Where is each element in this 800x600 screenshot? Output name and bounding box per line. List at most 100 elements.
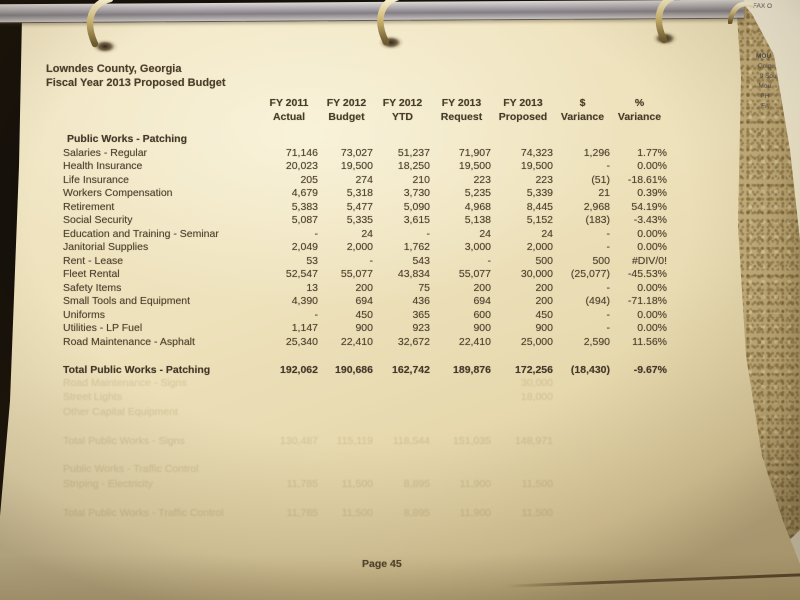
row-label: Utilities - LP Fuel: [63, 322, 143, 334]
cell-value: (51): [591, 173, 610, 186]
ghost-cell-value: [554, 507, 611, 521]
cell-value: 365: [412, 308, 430, 321]
row-label: Retirement: [63, 200, 115, 213]
total-value: 190,686: [335, 364, 373, 376]
cell-value: 450: [355, 308, 373, 321]
ghost-row-label: [46, 492, 259, 506]
cell-value: 19,500: [340, 160, 373, 172]
ghost-cell-value: [259, 391, 319, 405]
cell-value: -: [314, 227, 319, 240]
cell-value: 5,235: [464, 187, 491, 199]
total-value: (18,430): [570, 364, 610, 376]
ghost-row-label: Total Public Works - Traffic Control: [63, 506, 224, 519]
ghost-cell-value: 118,544: [392, 434, 430, 447]
cell-value: 22,410: [458, 335, 491, 348]
ghost-cell-value: 11,500: [521, 506, 553, 519]
cell-value: 1,296: [583, 146, 610, 159]
ghost-cell-value: [259, 406, 319, 420]
binder-ring-icon: [655, 0, 676, 44]
ghost-cell-value: [431, 449, 492, 463]
cell-value: 1.77%: [637, 146, 667, 159]
cell-value: 274: [355, 173, 373, 186]
column-header: % Variance: [617, 97, 662, 123]
cell-value: 210: [412, 173, 430, 186]
ghost-cell-value: [554, 377, 611, 391]
ghost-cell-value: [554, 420, 611, 434]
cell-value: 3,615: [403, 214, 430, 226]
row-label: Rent - Lease: [63, 254, 124, 267]
cell-value: 20,023: [285, 160, 318, 172]
cell-value: 600: [473, 308, 491, 321]
ghost-cell-value: [259, 449, 319, 463]
cell-value: 22,410: [340, 335, 373, 348]
cell-value: 55,077: [340, 268, 373, 280]
column-header: FY 2013 Proposed: [498, 97, 548, 123]
cell-value: -: [606, 241, 611, 253]
ghost-cell-value: 11,900: [459, 477, 491, 490]
ghost-cell-value: [431, 377, 492, 391]
cell-value: 2,590: [583, 335, 610, 348]
total-value: 192,062: [280, 364, 318, 376]
row-label: Health Insurance: [63, 160, 143, 172]
cell-value: 5,335: [346, 214, 373, 226]
ghost-cell-value: 8,895: [403, 477, 430, 490]
total-label: Total Public Works - Patching: [63, 364, 211, 376]
ghost-cell-value: [374, 391, 431, 405]
cell-value: 19,500: [458, 160, 491, 172]
cell-value: 223: [473, 173, 491, 186]
ghost-cell-value: 130,487: [280, 434, 318, 447]
cell-value: 30,000: [520, 268, 553, 280]
cell-value: 5,138: [464, 214, 491, 226]
ghost-cell-value: [431, 463, 492, 477]
cell-value: 74,323: [520, 146, 553, 159]
cell-value: -: [606, 160, 611, 172]
ghost-row-label: Street Lights: [63, 391, 122, 404]
cell-value: 75: [418, 281, 430, 294]
ghost-cell-value: 30,000: [520, 377, 553, 389]
cell-value: 21: [598, 187, 610, 199]
cell-value: 8,445: [526, 200, 553, 213]
ghost-cell-value: [611, 507, 668, 521]
row-label: Fleet Rental: [63, 268, 120, 280]
cell-value: 18,250: [397, 160, 430, 172]
cell-value: 500: [592, 254, 610, 267]
ghost-cell-value: [554, 463, 611, 477]
cell-value: 25,000: [520, 335, 553, 348]
ghost-cell-value: [431, 391, 492, 405]
cell-value: 11.56%: [632, 335, 667, 348]
cell-value: 5,339: [526, 187, 553, 199]
cell-value: #DIV/0!: [631, 254, 667, 267]
cell-value: 0.00%: [637, 160, 667, 172]
cell-value: 205: [300, 173, 318, 186]
cell-value: 4,968: [464, 200, 491, 213]
cell-value: 2,000: [346, 241, 373, 253]
ghost-cell-value: 151,035: [453, 434, 491, 447]
cell-value: -: [606, 308, 611, 321]
cell-value: 900: [473, 322, 491, 334]
ghost-cell-value: 115,119: [336, 434, 373, 447]
budget-page: [0, 16, 800, 600]
cell-value: 24: [541, 227, 553, 240]
cell-value: -: [487, 254, 492, 267]
ghost-cell-value: 11,785: [286, 477, 318, 490]
punched-hole: [92, 39, 118, 54]
section-header: Public Works - Patching: [67, 133, 187, 145]
ghost-cell-value: [611, 377, 668, 391]
row-label: Safety Items: [63, 281, 122, 294]
binder-ring-icon: [86, 0, 114, 48]
ghost-cell-value: [259, 377, 319, 391]
cell-value: -: [606, 322, 611, 334]
cell-value: (494): [585, 295, 610, 307]
document-title: Lowndes County, Georgia Fiscal Year 2013…: [46, 62, 226, 90]
ghost-cell-value: [259, 420, 319, 434]
cell-value: -3.43%: [633, 214, 667, 226]
cell-value: 5,318: [346, 187, 373, 199]
cell-value: 24: [479, 227, 491, 240]
cell-value: 32,672: [397, 335, 430, 348]
bleed-through-text: Road Maintenance - Signs 30,000 Street Lig…: [46, 377, 668, 521]
ghost-cell-value: [374, 463, 431, 477]
ghost-cell-value: [431, 420, 492, 434]
ghost-cell-value: [611, 406, 668, 420]
ghost-cell-value: [319, 463, 374, 477]
